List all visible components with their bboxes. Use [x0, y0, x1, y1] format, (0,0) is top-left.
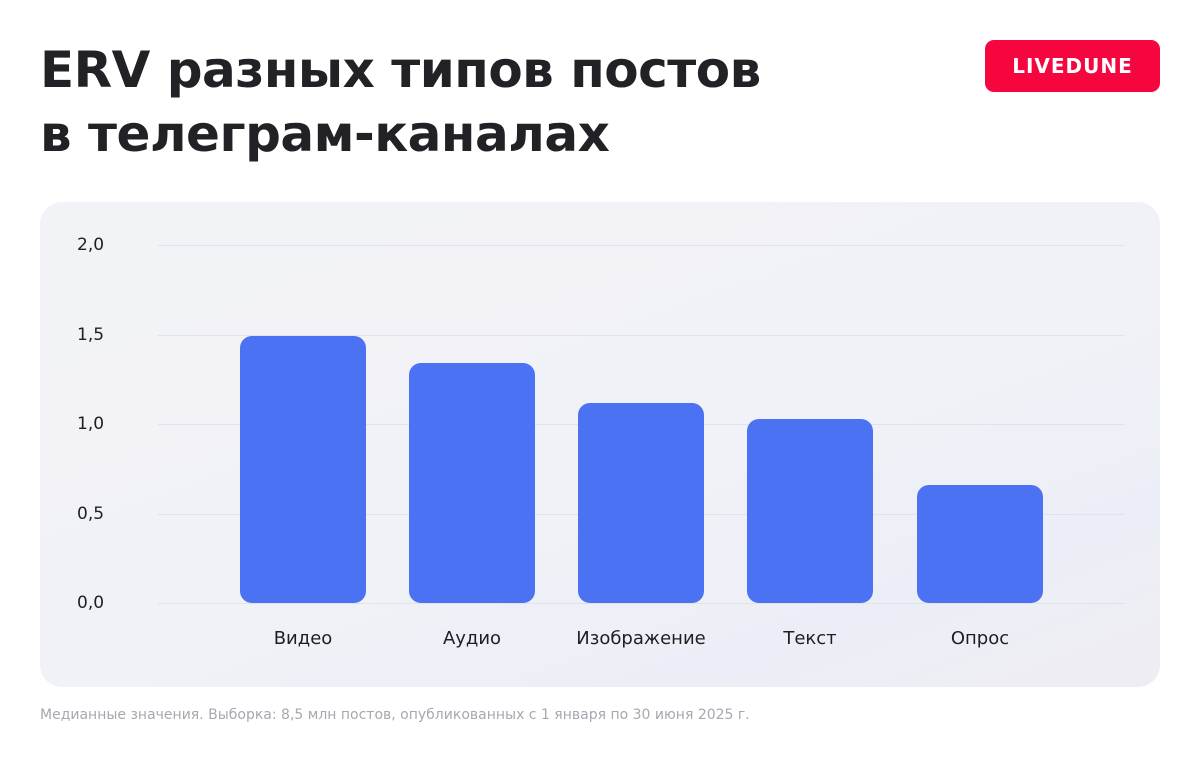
- footnote: Медианные значения. Выборка: 8,5 млн пос…: [40, 707, 750, 723]
- y-axis-tick-label: 1,0: [77, 414, 105, 434]
- gridline: [158, 245, 1125, 246]
- gridline: [158, 603, 1125, 604]
- gridline: [158, 334, 1125, 336]
- bar: [917, 484, 1043, 603]
- x-axis-category-label: Изображение: [576, 628, 706, 649]
- y-axis-tick-label: 0,0: [77, 593, 105, 613]
- y-axis-tick-label: 2,0: [77, 235, 105, 255]
- bar: [747, 418, 873, 603]
- chart-card: 0,0 0,5 1,0 1,5 2,0 Видео Аудио Изображение Текс…: [40, 202, 1160, 687]
- x-axis-category-label: Аудио: [442, 628, 502, 649]
- y-axis-tick-label: 0,5: [77, 503, 105, 524]
- bar: [578, 402, 704, 603]
- title-line-2: в телеграм-каналах: [40, 105, 610, 163]
- bar: [240, 336, 366, 603]
- x-axis-category-label: Опрос: [950, 628, 1010, 649]
- x-axis-category-label: Видео: [273, 628, 333, 649]
- x-axis-category-label: Текст: [783, 628, 837, 649]
- y-axis-tick-label: 1,5: [77, 324, 105, 345]
- bar: [409, 363, 535, 603]
- page-title: ERV разных типов постов в телеграм-канал…: [40, 38, 761, 166]
- brand-logo: LIVEDUNE: [985, 40, 1160, 92]
- title-line-1: ERV разных типов постов: [40, 41, 761, 99]
